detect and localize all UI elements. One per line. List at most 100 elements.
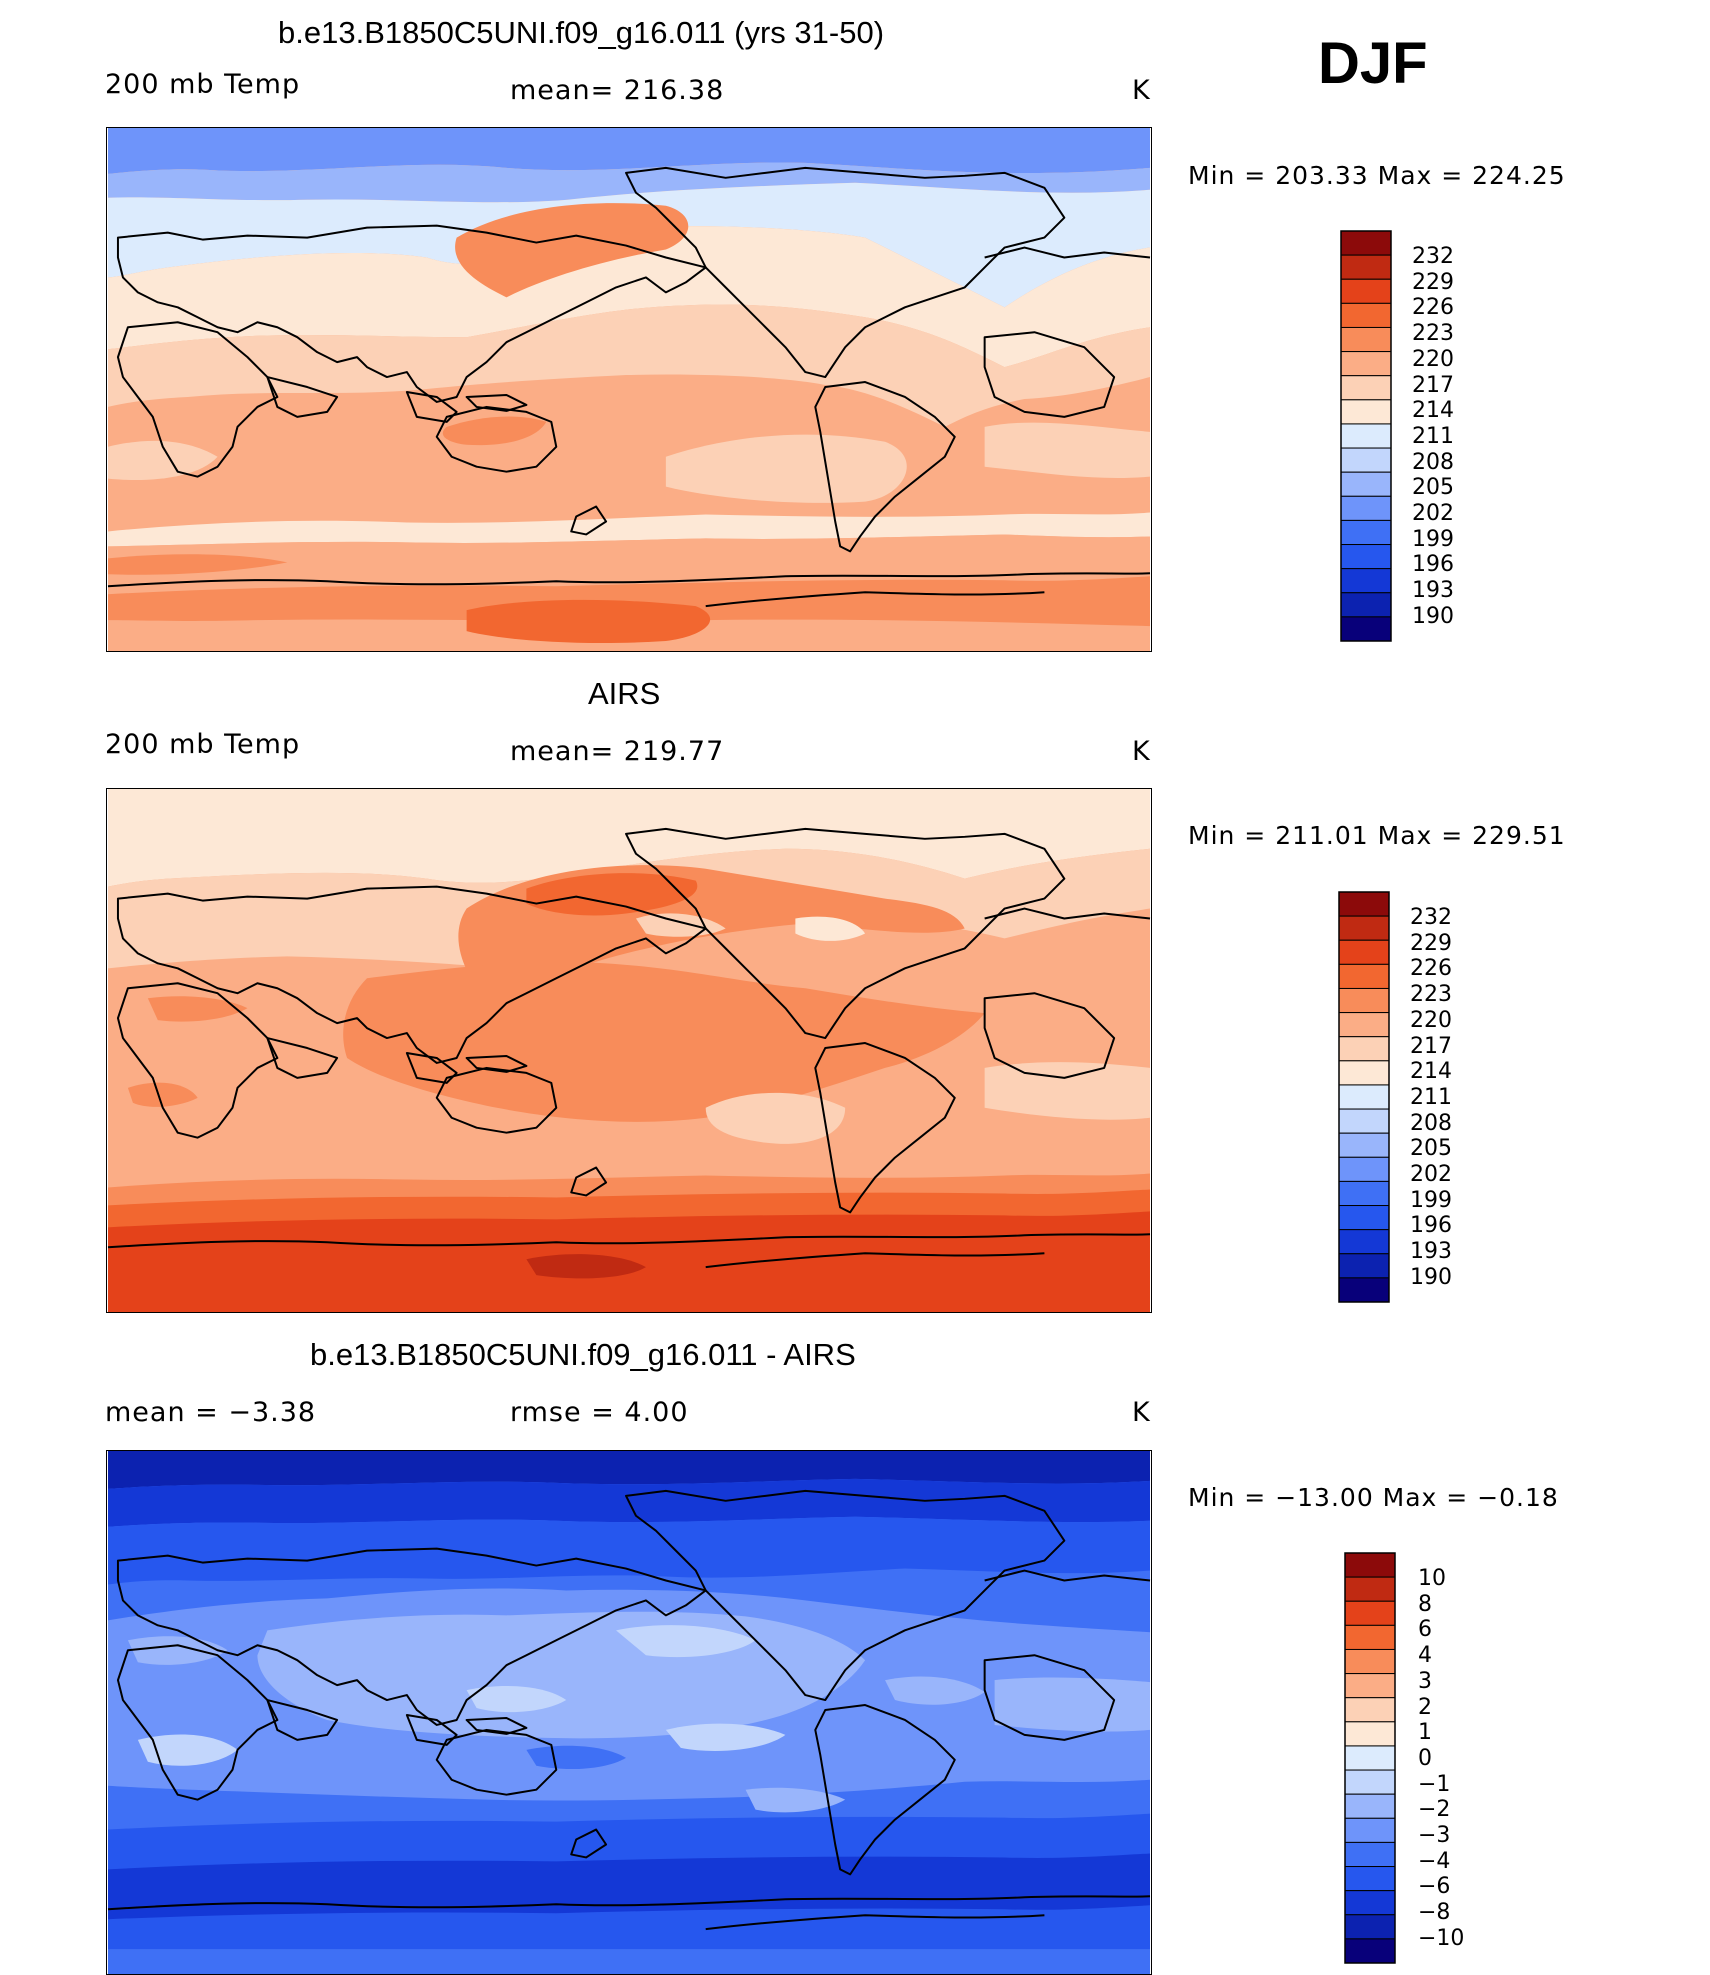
- panel-1-title: b.e13.B1850C5UNI.f09_g16.011 (yrs 31-50): [278, 15, 885, 50]
- colorbar-swatch: [1340, 616, 1392, 642]
- colorbar-tick: 190: [1410, 1264, 1452, 1290]
- colorbar-swatch: [1344, 1673, 1396, 1699]
- colorbar-swatch: [1338, 939, 1390, 965]
- colorbar-swatch: [1338, 1036, 1390, 1062]
- colorbar-tick: 220: [1412, 346, 1454, 372]
- colorbar-tick: 202: [1412, 501, 1454, 526]
- colorbar-tick: 10: [1418, 1566, 1446, 1591]
- colorbar-tick: 1: [1418, 1720, 1432, 1746]
- colorbar-tick: 202: [1410, 1162, 1452, 1187]
- season-label: DJF: [1318, 31, 1428, 96]
- colorbar-swatch: [1340, 375, 1392, 401]
- colorbar-tick: 229: [1410, 930, 1452, 956]
- colorbar-tick: −10: [1418, 1925, 1465, 1951]
- colorbar-swatch: [1340, 230, 1392, 256]
- panel-2-minmax: Min = 211.01 Max = 229.51: [1188, 821, 1566, 850]
- colorbar-tick: 190: [1412, 603, 1454, 629]
- colorbar-tick: 8: [1418, 1591, 1432, 1617]
- colorbar-swatch: [1340, 326, 1392, 353]
- panel-1-mean-label: mean= 216.38: [510, 75, 725, 106]
- colorbar-tick: 205: [1412, 475, 1454, 501]
- colorbar-swatch: [1340, 302, 1392, 328]
- colorbar-tick: 0: [1418, 1745, 1432, 1771]
- colorbar-tick: 214: [1410, 1059, 1452, 1085]
- colorbar-swatch: [1338, 1277, 1390, 1303]
- panel-3-title: b.e13.B1850C5UNI.f09_g16.011 - AIRS: [310, 1337, 856, 1372]
- colorbar-tick: 226: [1410, 956, 1452, 982]
- colorbar-swatch: [1338, 915, 1390, 941]
- colorbar-tick: 208: [1410, 1110, 1452, 1136]
- colorbar-swatch: [1344, 1624, 1396, 1650]
- colorbar-swatch: [1344, 1648, 1396, 1675]
- panel-3-unit-label: K: [1132, 1397, 1151, 1428]
- panel-1-map: [106, 127, 1152, 652]
- colorbar-tick: 199: [1412, 526, 1454, 552]
- colorbar-swatch: [1338, 1132, 1390, 1158]
- colorbar-swatch: [1338, 1156, 1390, 1182]
- colorbar-swatch: [1338, 1060, 1390, 1086]
- colorbar-tick: 223: [1412, 321, 1454, 347]
- colorbar-tick: 4: [1418, 1643, 1432, 1669]
- colorbar-tick: −4: [1418, 1848, 1451, 1874]
- colorbar-tick: 199: [1410, 1187, 1452, 1213]
- colorbar-tick: 196: [1412, 552, 1454, 578]
- colorbar-swatch: [1340, 254, 1392, 280]
- colorbar-swatch: [1340, 592, 1392, 618]
- colorbar-tick: −3: [1418, 1823, 1451, 1848]
- colorbar-tick: 2: [1418, 1694, 1432, 1720]
- colorbar-tick: 193: [1410, 1239, 1452, 1265]
- colorbar-swatch: [1340, 423, 1392, 449]
- colorbar-tick: 229: [1412, 269, 1454, 295]
- colorbar-swatch: [1344, 1841, 1396, 1868]
- colorbar-swatch: [1340, 519, 1392, 546]
- panel-2-colorbar-ticks: 232 229 226 223 220 217 214 211 208 205 …: [1410, 906, 1490, 1290]
- colorbar-swatch: [1344, 1600, 1396, 1626]
- colorbar-swatch: [1344, 1866, 1396, 1892]
- colorbar-swatch: [1344, 1576, 1396, 1602]
- colorbar-tick: 196: [1410, 1213, 1452, 1239]
- colorbar-tick: 220: [1410, 1007, 1452, 1033]
- colorbar-border: [1340, 230, 1392, 642]
- colorbar-tick: 211: [1410, 1084, 1452, 1110]
- panel-1-colorbar: [1340, 230, 1392, 642]
- panel-1-unit-label: K: [1132, 75, 1151, 106]
- colorbar-swatch: [1338, 963, 1390, 989]
- colorbar-swatch: [1344, 1745, 1396, 1771]
- panel-2-map: [106, 788, 1152, 1313]
- colorbar-swatch: [1344, 1938, 1396, 1964]
- colorbar-tick: 214: [1412, 398, 1454, 424]
- colorbar-tick: −2: [1418, 1797, 1451, 1823]
- colorbar-tick: 211: [1412, 423, 1454, 449]
- colorbar-swatch: [1340, 568, 1392, 594]
- colorbar-swatch: [1340, 544, 1392, 570]
- panel-3-colorbar-ticks: 10 8 6 4 3 2 1 0 −1 −2 −3 −4 −6 −8 −10: [1418, 1566, 1498, 1951]
- colorbar-swatch: [1338, 987, 1390, 1014]
- colorbar-swatch: [1340, 447, 1392, 473]
- colorbar-tick: −6: [1418, 1874, 1451, 1900]
- panel-1-colorbar-ticks: 232 229 226 223 220 217 214 211 208 205 …: [1412, 245, 1492, 629]
- panel-3-rmse-label: rmse = 4.00: [510, 1397, 689, 1428]
- colorbar-tick: 193: [1412, 578, 1454, 604]
- colorbar-swatch: [1344, 1914, 1396, 1940]
- colorbar-tick: −1: [1418, 1771, 1451, 1797]
- colorbar-swatch: [1338, 1108, 1390, 1134]
- colorbar-swatch: [1340, 471, 1392, 497]
- colorbar-tick: 3: [1418, 1668, 1432, 1694]
- panel-2-colorbar: [1338, 891, 1390, 1303]
- panel-3-minmax: Min = −13.00 Max = −0.18: [1188, 1483, 1559, 1512]
- colorbar-swatch: [1338, 1205, 1390, 1231]
- colorbar-tick: 205: [1410, 1136, 1452, 1162]
- panel-3-mean-label: mean = −3.38: [105, 1397, 317, 1428]
- colorbar-swatch: [1338, 891, 1390, 917]
- colorbar-tick: 217: [1410, 1033, 1452, 1059]
- panel-2-mean-label: mean= 219.77: [510, 736, 725, 767]
- colorbar-swatch: [1338, 1084, 1390, 1110]
- colorbar-swatch: [1340, 495, 1392, 521]
- colorbar-swatch: [1344, 1697, 1396, 1723]
- colorbar-swatch: [1344, 1769, 1396, 1795]
- colorbar-swatch: [1344, 1890, 1396, 1916]
- panel-2-variable-label: 200 mb Temp: [105, 729, 301, 760]
- colorbar-swatch: [1344, 1817, 1396, 1843]
- panel-2-title: AIRS: [588, 676, 661, 711]
- colorbar-tick: 217: [1412, 372, 1454, 398]
